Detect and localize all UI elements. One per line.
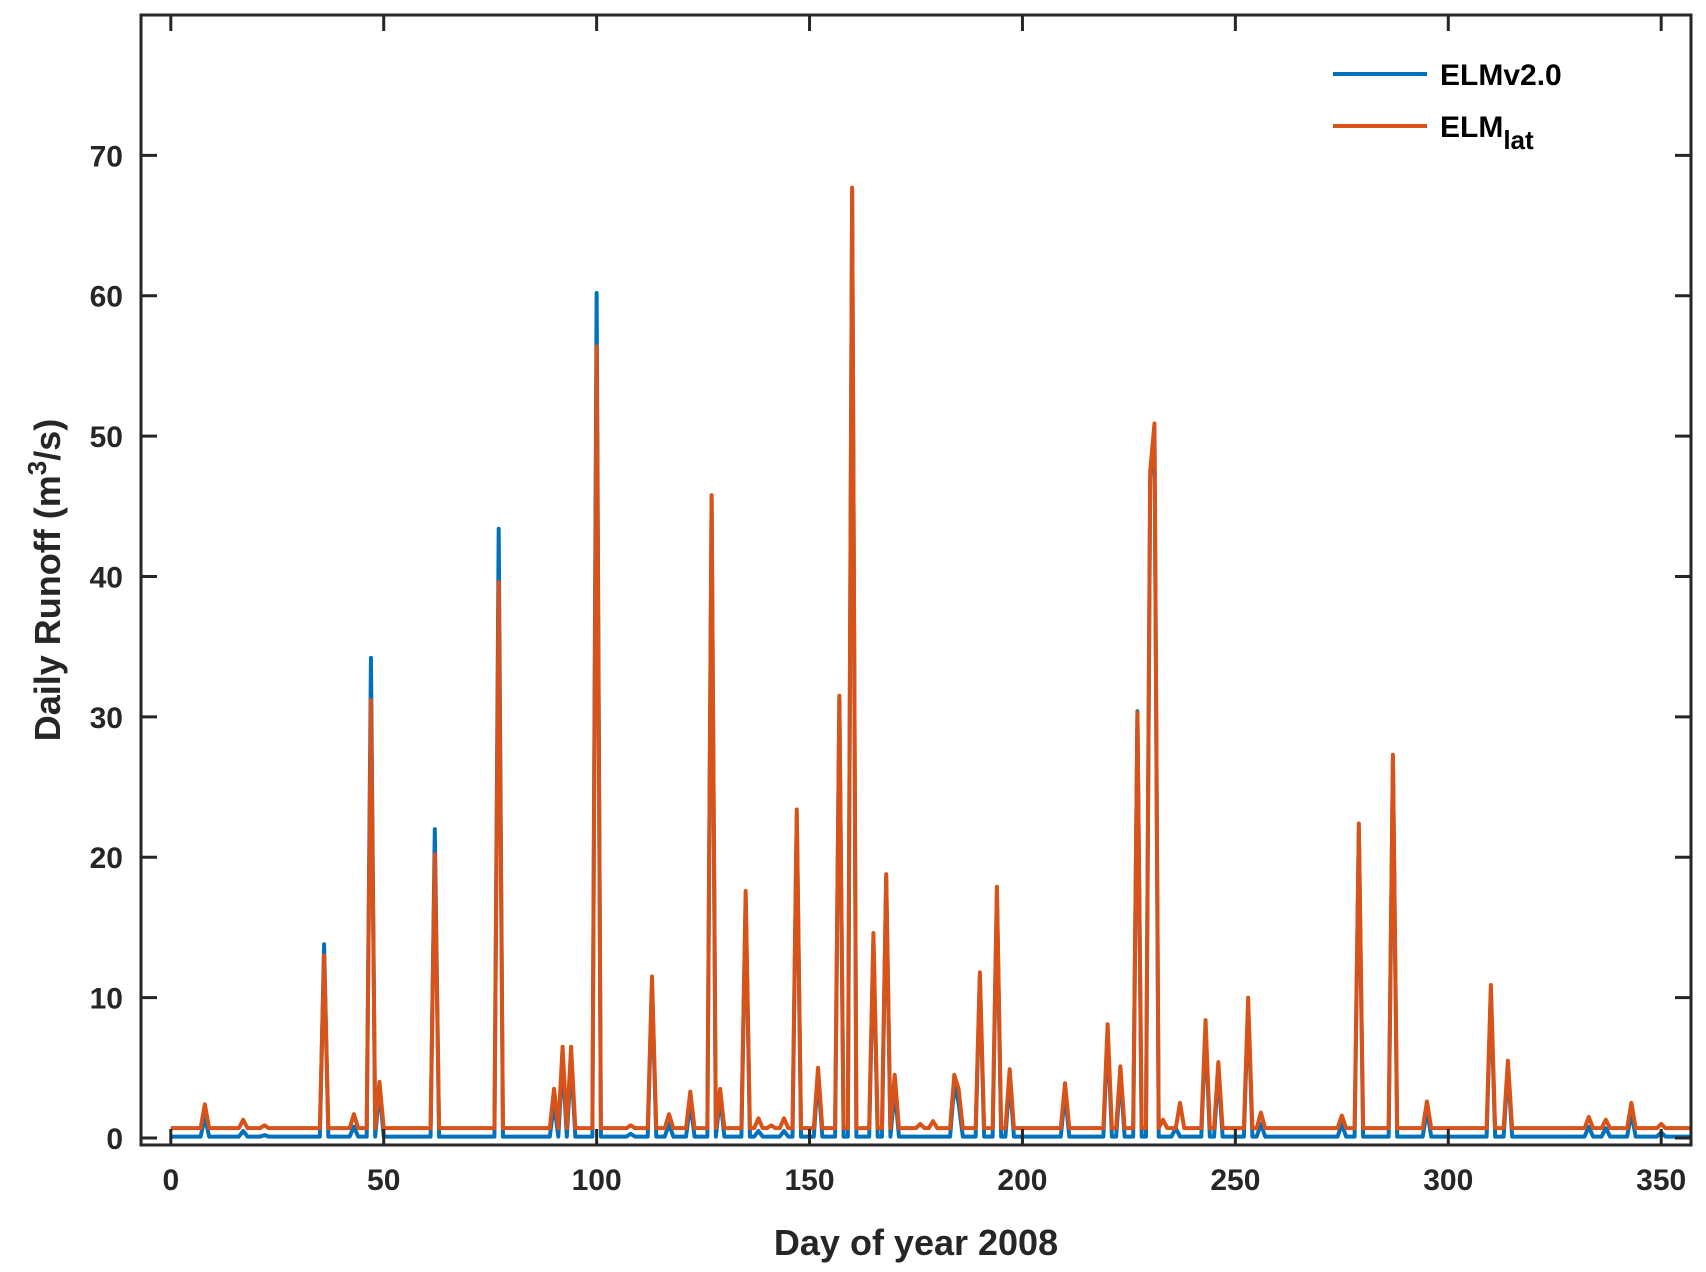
x-tick-label: 250 (1210, 1164, 1260, 1197)
series-line-elmlat (170, 185, 1691, 1131)
y-tick-label: 60 (90, 281, 123, 314)
plot-area-background (141, 15, 1691, 1145)
x-tick-label: 0 (162, 1164, 179, 1197)
y-axis-label-tail: /s) (27, 419, 68, 461)
x-tick-label: 200 (997, 1164, 1047, 1197)
y-tick-label: 40 (90, 561, 123, 594)
tick-labels: 0 50 100 150 200 250 300 350 0 10 20 30 40 50 60 70 (90, 140, 1687, 1197)
legend-label-elmv2: ELMv2.0 (1440, 59, 1562, 92)
y-tick-label: 30 (90, 702, 123, 735)
x-axis-label: Day of year 2008 (774, 1222, 1058, 1263)
y-tick-label: 20 (90, 842, 123, 875)
x-tick-label: 300 (1423, 1164, 1473, 1197)
legend-label-elmlat-main: ELM (1440, 111, 1503, 144)
x-tick-label: 50 (367, 1164, 400, 1197)
legend-label-elmlat-sub: lat (1503, 125, 1534, 155)
plot-area-frame (139, 13, 1693, 1147)
x-tick-label: 100 (572, 1164, 622, 1197)
y-tick-label: 10 (90, 983, 123, 1016)
x-tick-label: 150 (785, 1164, 835, 1197)
y-axis-label: Daily Runoff (m3/s) (22, 419, 68, 741)
y-tick-label: 70 (90, 140, 123, 173)
series-layer (170, 185, 1691, 1139)
tick-marks (141, 15, 1691, 1145)
y-tick-label: 0 (106, 1123, 123, 1156)
legend: ELMv2.0 ELMlat (1333, 59, 1562, 155)
x-tick-label: 350 (1636, 1164, 1686, 1197)
y-axis-label-main: Daily Runoff (m (27, 475, 68, 741)
y-axis-label-superscript: 3 (22, 461, 52, 475)
legend-label-elmlat: ELMlat (1440, 111, 1534, 155)
series-line-elmv2 (170, 188, 1691, 1139)
y-tick-label: 50 (90, 421, 123, 454)
